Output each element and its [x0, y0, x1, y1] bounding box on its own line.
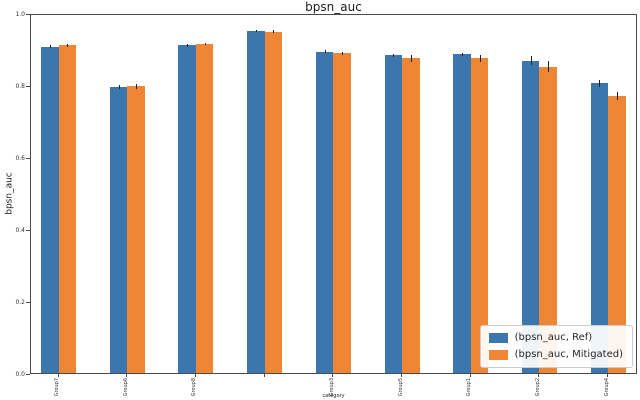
error-bar	[548, 60, 550, 73]
x-tick-mark	[263, 374, 265, 377]
bar-mitigated	[402, 58, 420, 373]
bar-mitigated	[608, 96, 626, 373]
x-tick-mark	[126, 374, 128, 377]
y-tick-mark	[26, 85, 30, 87]
legend-item-mitigated: (bpsn_auc, Mitigated)	[488, 349, 623, 361]
error-bar	[136, 84, 137, 89]
error-bar	[342, 51, 344, 56]
y-tick-mark	[26, 13, 30, 15]
legend-item-ref: (bpsn_auc, Ref)	[488, 332, 623, 344]
chart-title: bpsn_auc	[305, 0, 362, 14]
legend: (bpsn_auc, Ref) (bpsn_auc, Mitigated)	[479, 325, 633, 368]
bar-mitigated	[127, 86, 145, 373]
bar-ref	[453, 54, 471, 373]
bar-ref	[178, 45, 196, 373]
bar-mitigated	[195, 44, 214, 373]
legend-label-ref: (bpsn_auc, Ref)	[514, 332, 593, 343]
y-axis-label: bpsn_auc	[4, 172, 15, 215]
bar-ref	[315, 51, 334, 373]
y-tick-label: 1.0	[15, 10, 25, 18]
x-tick-mark	[607, 374, 609, 377]
legend-swatch-mitigated	[488, 350, 508, 360]
error-bar	[273, 30, 275, 34]
y-tick-mark	[26, 373, 30, 375]
plot-area: (bpsn_auc, Ref) (bpsn_auc, Mitigated)	[30, 14, 637, 374]
error-bar	[479, 55, 481, 62]
y-tick-label: 0.4	[15, 226, 25, 234]
bar-ref	[247, 31, 265, 373]
bar-ref	[41, 46, 59, 373]
x-tick-mark	[538, 374, 540, 377]
error-bar	[616, 92, 618, 101]
y-tick-mark	[26, 301, 30, 303]
error-bar	[462, 52, 463, 56]
x-tick-mark	[332, 374, 334, 377]
bars-layer	[31, 15, 636, 373]
error-bar	[530, 56, 532, 65]
legend-label-mitigated: (bpsn_auc, Mitigated)	[514, 349, 623, 360]
error-bar	[118, 85, 120, 90]
x-tick-mark	[469, 374, 471, 377]
error-bar	[49, 45, 51, 48]
x-tick-mark	[401, 374, 402, 377]
y-tick-label: 0.2	[15, 298, 25, 306]
y-tick-mark	[26, 229, 30, 231]
x-tick-mark	[194, 374, 196, 377]
y-tick-label: 0.8	[15, 82, 25, 90]
y-tick-mark	[26, 157, 30, 159]
error-bar	[410, 55, 412, 62]
bar-mitigated	[58, 45, 76, 373]
error-bar	[324, 49, 326, 54]
bar-ref	[590, 83, 609, 373]
bar-ref	[109, 87, 128, 373]
bar-mitigated	[470, 58, 489, 373]
x-tick-mark	[57, 374, 59, 377]
error-bar	[67, 44, 69, 47]
error-bar	[204, 42, 206, 46]
bar-mitigated	[333, 53, 351, 373]
error-bar	[187, 43, 189, 47]
error-bar	[393, 53, 395, 57]
y-tick-label: 0.0	[15, 370, 25, 378]
error-bar	[599, 79, 601, 87]
bar-mitigated	[264, 31, 283, 373]
bar-ref	[521, 60, 540, 373]
y-tick-label: 0.6	[15, 154, 25, 162]
bar-ref	[384, 55, 402, 373]
legend-swatch-ref	[488, 333, 508, 343]
bar-mitigated	[539, 66, 557, 373]
error-bar	[255, 29, 257, 33]
x-axis-label: category	[322, 393, 345, 399]
